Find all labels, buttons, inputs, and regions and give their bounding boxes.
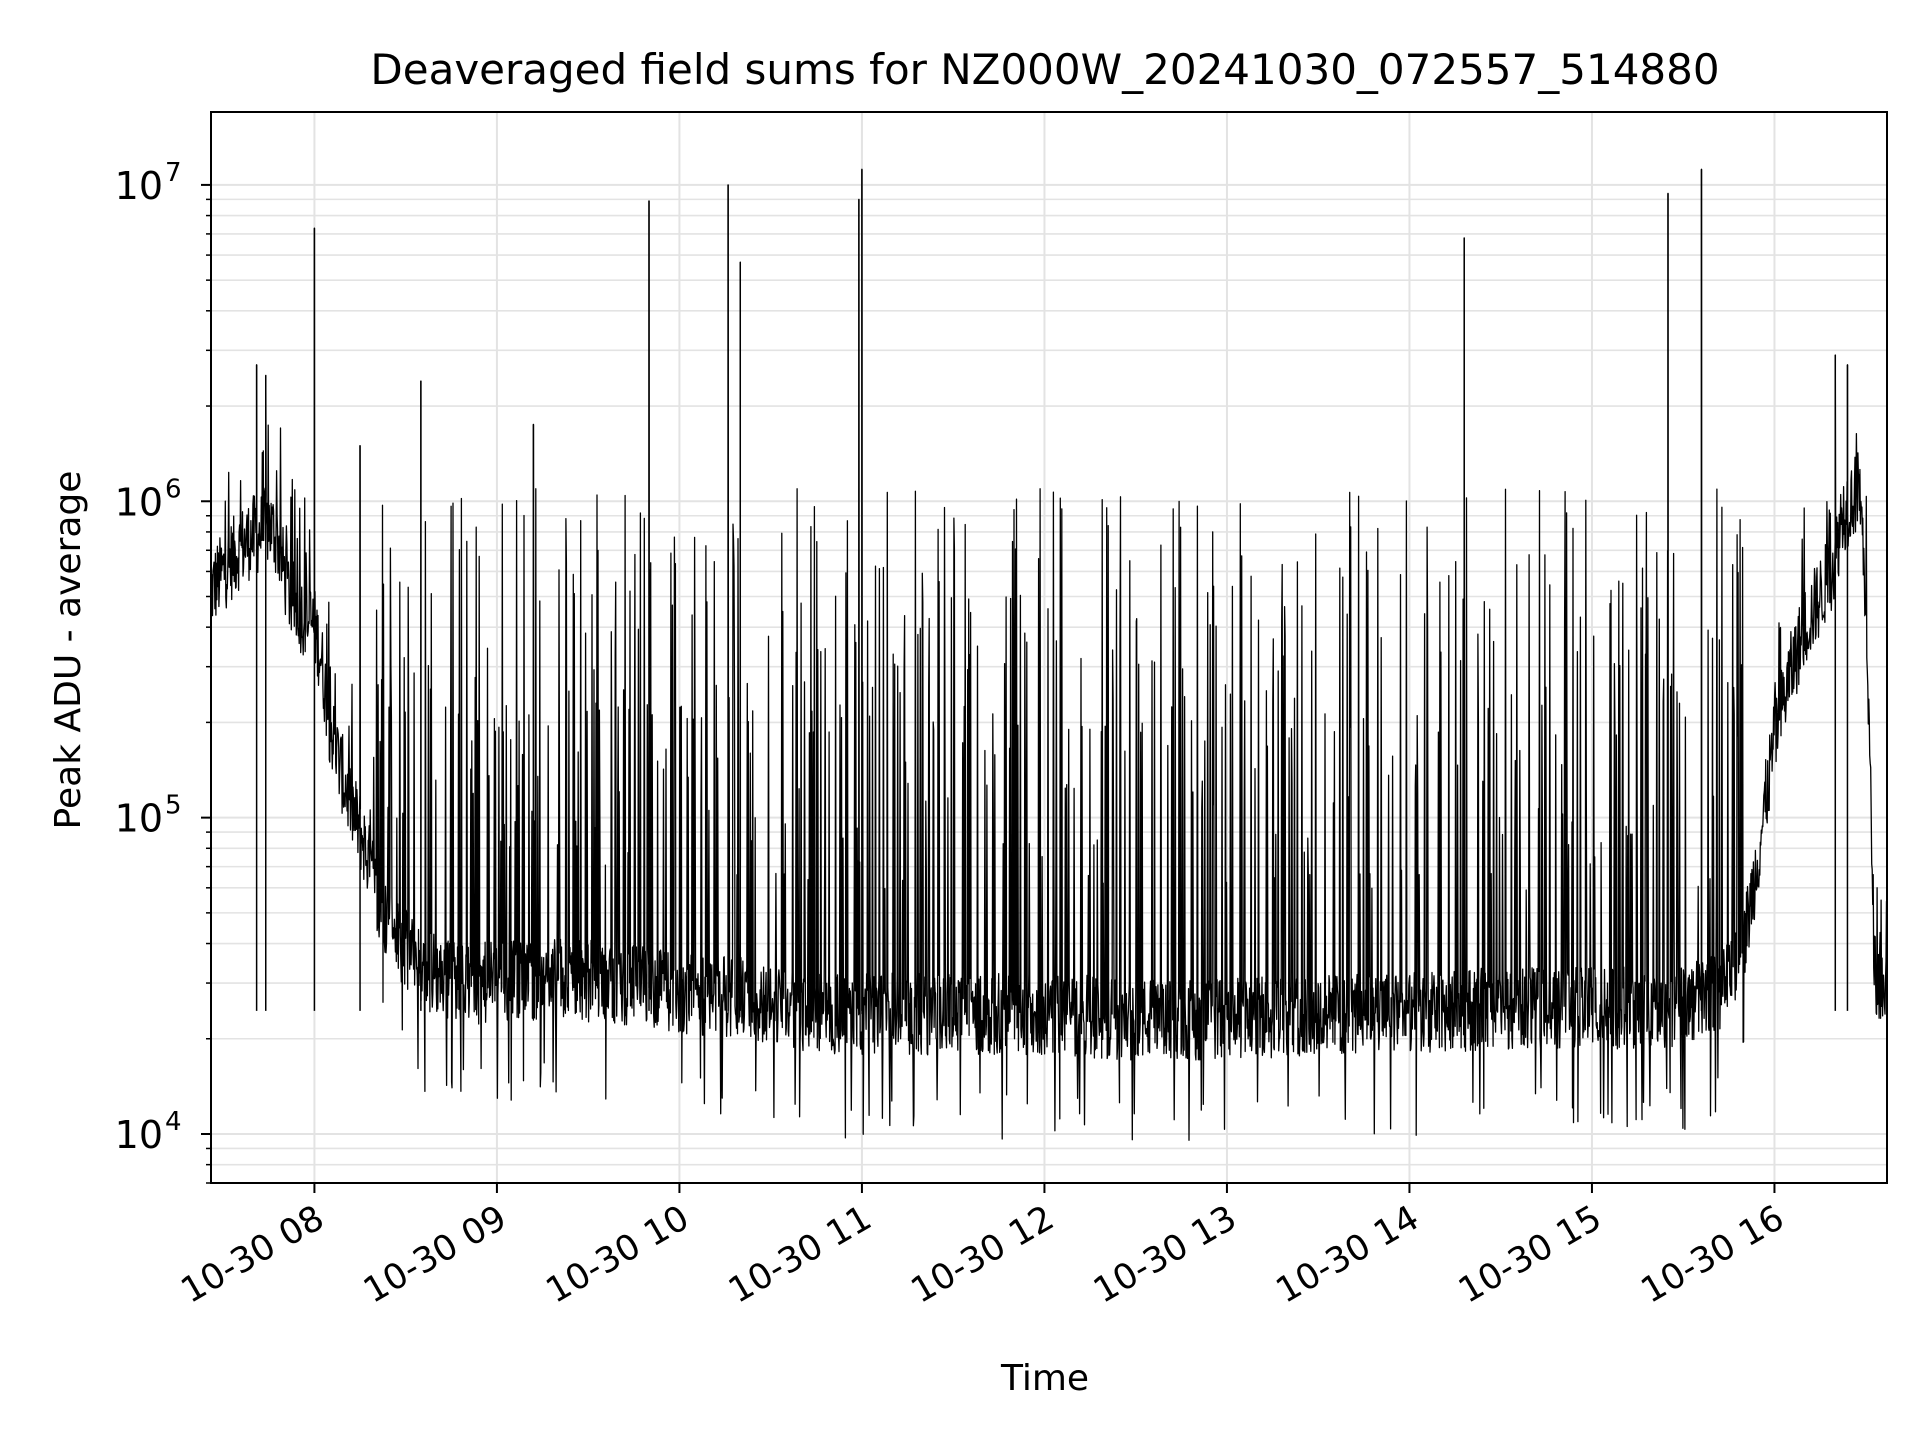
- series-line: [210, 168, 1888, 1141]
- x-axis-label: Time: [1000, 1358, 1089, 1399]
- y-tick-label: 10: [115, 164, 163, 208]
- x-tick-label: 10-30 08: [175, 1198, 331, 1311]
- y-axis-label: Peak ADU - average: [48, 471, 89, 830]
- x-tick-label: 10-30 14: [1270, 1198, 1426, 1311]
- plot-area-frame: [210, 111, 1888, 1184]
- x-tick-label: 10-30 15: [1452, 1198, 1608, 1311]
- y-tick-label: 10: [115, 480, 163, 524]
- x-tick-label: 10-30 16: [1635, 1198, 1791, 1311]
- x-tick-label: 10-30 12: [905, 1198, 1061, 1311]
- y-tick-label: 10: [115, 1113, 163, 1157]
- x-tick-label: 10-30 09: [357, 1198, 513, 1311]
- x-tick-label: 10-30 13: [1087, 1198, 1243, 1311]
- y-tick-exponent: 5: [165, 791, 182, 821]
- y-tick-exponent: 6: [165, 474, 182, 504]
- y-tick-exponent: 7: [165, 158, 182, 188]
- y-tick-label: 10: [115, 797, 163, 841]
- chart-title: Deaveraged field sums for NZ000W_2024103…: [370, 45, 1719, 94]
- x-axis: 10-30 08 10-30 09 10-30 10 10-30 11 10-30 12…: [175, 1183, 1791, 1311]
- x-tick-label: 10-30 11: [722, 1198, 878, 1311]
- x-tick-label: 10-30 10: [540, 1198, 696, 1311]
- series-path: [210, 168, 1888, 1141]
- y-tick-exponent: 4: [165, 1107, 182, 1137]
